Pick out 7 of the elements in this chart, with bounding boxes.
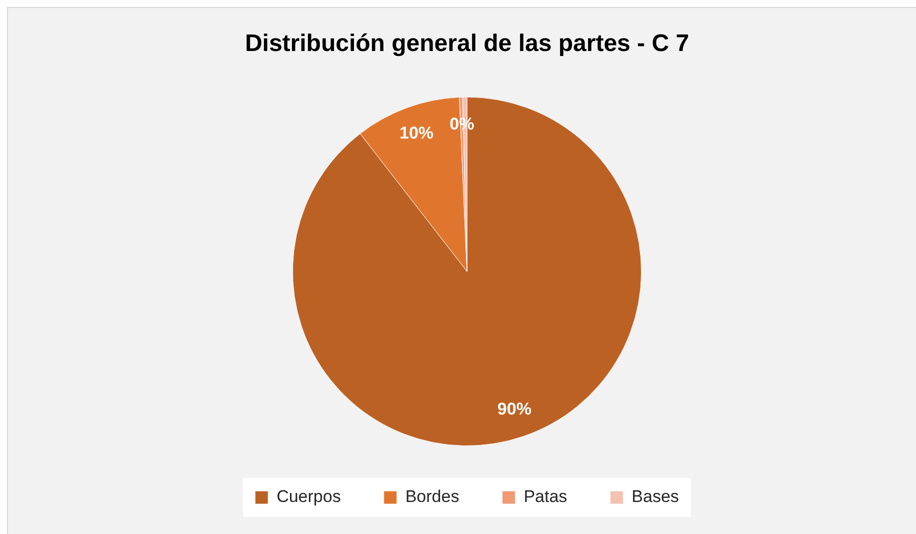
chart-title: Distribución general de las partes - C 7 bbox=[244, 30, 690, 58]
legend-label: Patas bbox=[524, 487, 568, 506]
legend-label: Bases bbox=[632, 487, 679, 506]
data-label: 90% bbox=[497, 400, 532, 419]
legend-label: Cuerpos bbox=[276, 487, 341, 506]
data-label: 10% bbox=[400, 124, 434, 143]
legend-label: Bordes bbox=[405, 487, 460, 506]
